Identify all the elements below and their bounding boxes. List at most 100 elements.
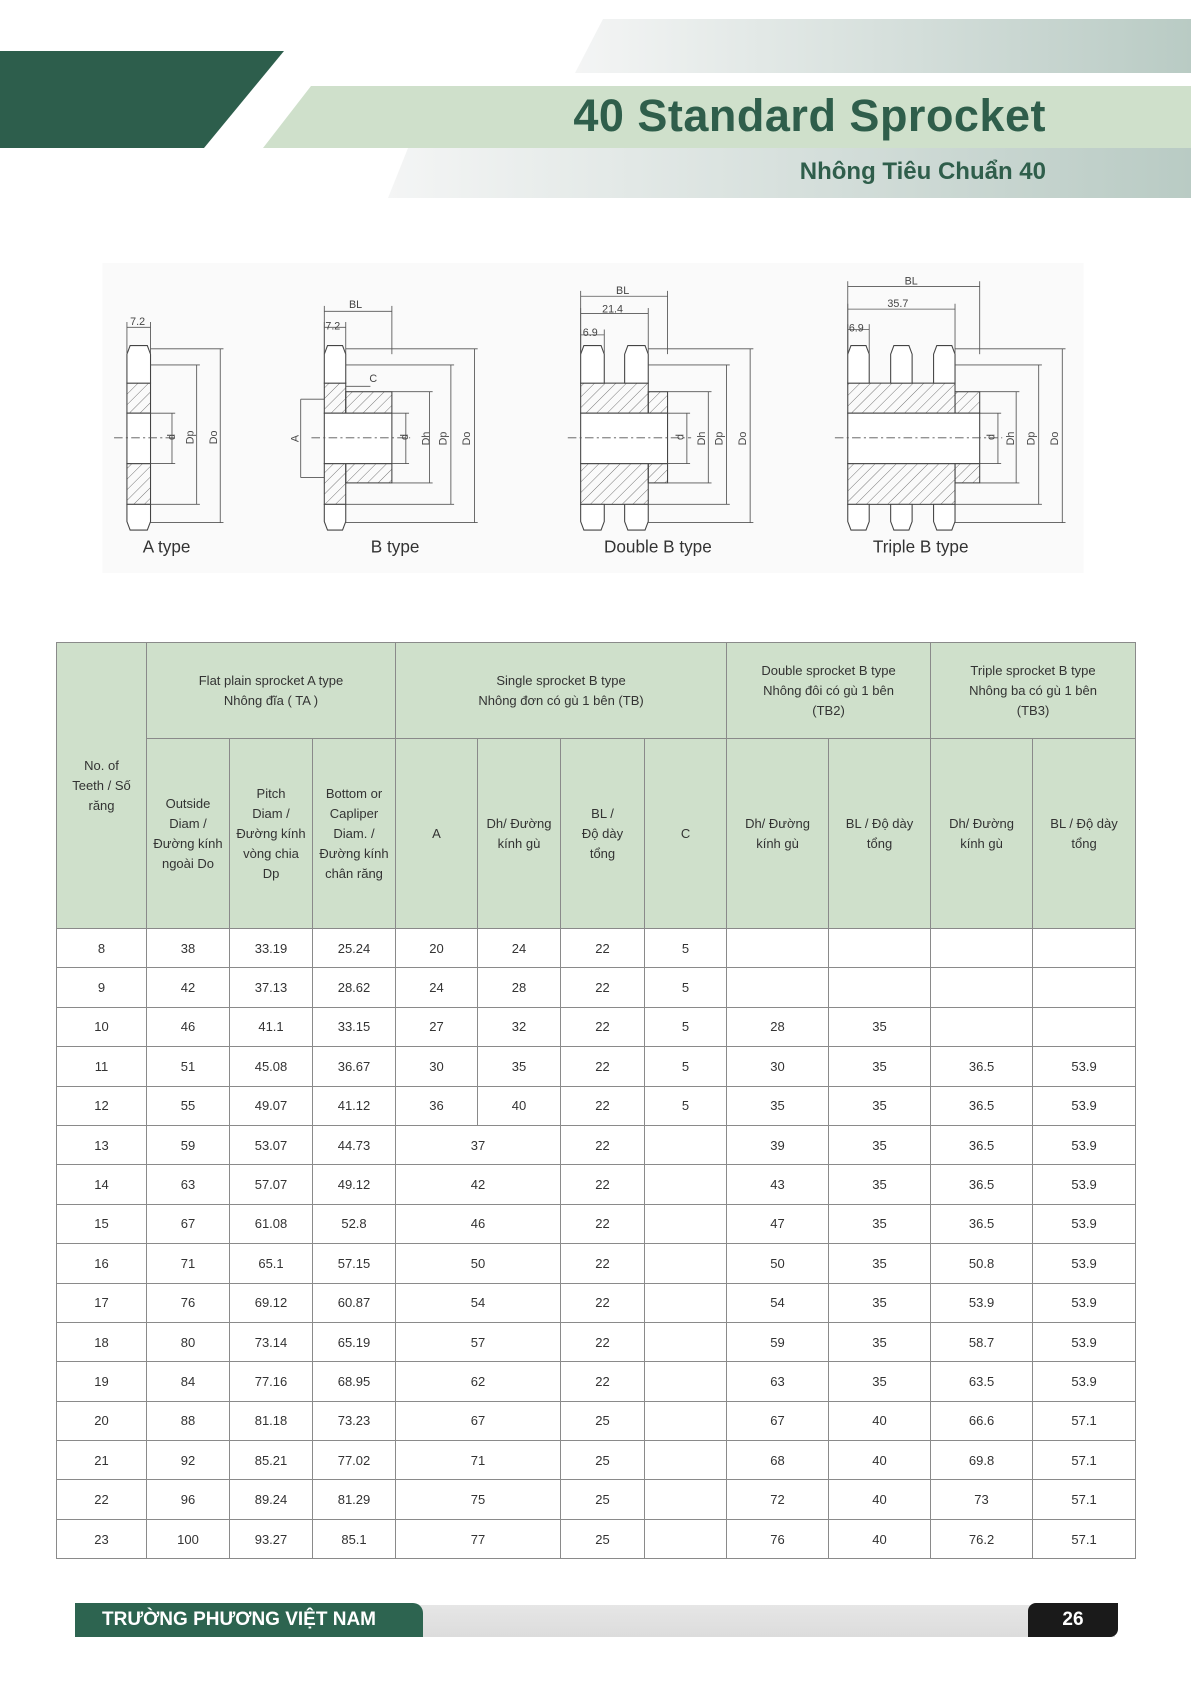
cell-dp: 81.18 bbox=[229, 1400, 313, 1442]
cell-dh3: 63.5 bbox=[930, 1361, 1034, 1402]
cell-a-dh: 54 bbox=[395, 1282, 561, 1323]
cell-bl3: 53.9 bbox=[1032, 1282, 1137, 1323]
cell-a: 30 bbox=[395, 1046, 478, 1087]
cell-bl: 25 bbox=[560, 1440, 645, 1481]
cell-c bbox=[643, 1361, 728, 1402]
cell-bl: 22 bbox=[560, 1164, 645, 1205]
cell-bl: 22 bbox=[560, 1046, 645, 1087]
cell-c bbox=[643, 1124, 728, 1166]
cell-bl: 22 bbox=[560, 927, 645, 969]
label-a-type: A type bbox=[143, 537, 191, 557]
cell-dh3: 36.5 bbox=[930, 1124, 1034, 1166]
dim-bl-b: BL bbox=[349, 299, 362, 311]
table-row: 21 92 85.21 77.02 71 25 68 40 69.8 57.1 bbox=[56, 1440, 1137, 1481]
hub-section bbox=[345, 463, 393, 484]
cell-a-dh: 62 bbox=[395, 1361, 561, 1402]
cell-bd: 44.73 bbox=[312, 1124, 396, 1166]
table-row: 17 76 69.12 60.87 54 22 54 35 53.9 53.9 bbox=[56, 1282, 1137, 1323]
header-teeth: No. of Teeth / Số răng bbox=[56, 642, 147, 929]
cell-od: 51 bbox=[146, 1046, 230, 1087]
cell-a-dh: 67 bbox=[395, 1400, 561, 1442]
sprocket-tooth bbox=[323, 503, 347, 531]
cell-dh2: 72 bbox=[726, 1479, 830, 1520]
header-banner bbox=[0, 19, 1191, 198]
table-row: 16 71 65.1 57.15 50 22 50 35 50.8 53.9 bbox=[56, 1243, 1137, 1284]
cell-dh3 bbox=[930, 927, 1034, 969]
cell-dp: 77.16 bbox=[229, 1361, 313, 1402]
dim-do-triple: Do bbox=[1049, 432, 1061, 446]
dim-dp-double: Dp bbox=[713, 432, 725, 446]
table-row: 10 46 41.1 33.15 27 32 22 5 28 35 bbox=[56, 1006, 1137, 1048]
cell-bl2: 40 bbox=[828, 1518, 932, 1560]
cell-dh2: 76 bbox=[726, 1518, 830, 1560]
cell-dh3: 50.8 bbox=[930, 1243, 1034, 1284]
cell-bd: 65.19 bbox=[312, 1321, 396, 1363]
table-row: 22 96 89.24 81.29 75 25 72 40 73 57.1 bbox=[56, 1479, 1137, 1520]
cell-dh3 bbox=[930, 967, 1034, 1008]
cell-bd: 85.1 bbox=[312, 1518, 396, 1560]
header-group-triple: Triple sprocket B type Nhông ba có gù 1 … bbox=[930, 642, 1137, 739]
label-b-type: B type bbox=[371, 537, 420, 557]
cell-bl2: 40 bbox=[828, 1440, 932, 1481]
cell-dp: 93.27 bbox=[229, 1518, 313, 1560]
cell-od: 96 bbox=[146, 1479, 230, 1520]
cell-dh2: 30 bbox=[726, 1046, 830, 1087]
cell-bl: 22 bbox=[560, 1203, 645, 1245]
cell-a-dh: 50 bbox=[395, 1243, 561, 1284]
header-a: A bbox=[395, 738, 478, 929]
cell-bd: 49.12 bbox=[312, 1164, 396, 1205]
cell-bl2 bbox=[828, 967, 932, 1008]
cell-a-dh: 77 bbox=[395, 1518, 561, 1560]
cell-bl2: 35 bbox=[828, 1085, 932, 1126]
cell-bl3 bbox=[1032, 967, 1137, 1008]
cell-bd: 81.29 bbox=[312, 1479, 396, 1520]
sprocket-tooth bbox=[890, 503, 913, 531]
cell-c: 5 bbox=[643, 927, 728, 969]
cell-dh2: 67 bbox=[726, 1400, 830, 1442]
cell-c: 5 bbox=[643, 1085, 728, 1126]
dim-d-double: d bbox=[675, 434, 687, 440]
header-dh-double: Dh/ Đường kính gù bbox=[726, 738, 830, 929]
cell-bl: 22 bbox=[560, 1006, 645, 1048]
cell-bl: 25 bbox=[560, 1400, 645, 1442]
dim-span-triple: 35.7 bbox=[887, 298, 908, 310]
cell-dh2: 47 bbox=[726, 1203, 830, 1245]
dim-d-b: d bbox=[399, 434, 411, 440]
cell-teeth: 9 bbox=[56, 967, 147, 1008]
cell-dp: 53.07 bbox=[229, 1124, 313, 1166]
cell-a-dh: 75 bbox=[395, 1479, 561, 1520]
cell-teeth: 21 bbox=[56, 1440, 147, 1481]
cell-bd: 36.67 bbox=[312, 1046, 396, 1087]
cell-bl3: 57.1 bbox=[1032, 1518, 1137, 1560]
sprocket-tooth bbox=[933, 503, 956, 531]
cell-od: 46 bbox=[146, 1006, 230, 1048]
cell-teeth: 16 bbox=[56, 1243, 147, 1284]
cell-bl: 22 bbox=[560, 1124, 645, 1166]
cell-dp: 57.07 bbox=[229, 1164, 313, 1205]
header-bl: BL / Độ dày tổng bbox=[560, 738, 645, 929]
cell-bd: 77.02 bbox=[312, 1440, 396, 1481]
table-row: 20 88 81.18 73.23 67 25 67 40 66.6 57.1 bbox=[56, 1400, 1137, 1442]
cell-dp: 89.24 bbox=[229, 1479, 313, 1520]
sprocket-tooth bbox=[580, 345, 605, 384]
page-number: 26 bbox=[1028, 1603, 1118, 1637]
hub-section bbox=[954, 463, 981, 484]
cell-dh3: 36.5 bbox=[930, 1046, 1034, 1087]
header-group-a-type: Flat plain sprocket A type Nhông đĩa ( T… bbox=[146, 642, 396, 739]
cell-dh2 bbox=[726, 967, 830, 1008]
cell-bl2: 35 bbox=[828, 1203, 932, 1245]
sprocket-tooth bbox=[126, 503, 152, 531]
cell-od: 71 bbox=[146, 1243, 230, 1284]
cell-teeth: 14 bbox=[56, 1164, 147, 1205]
cell-teeth: 22 bbox=[56, 1479, 147, 1520]
cell-dp: 33.19 bbox=[229, 927, 313, 969]
cell-dh3: 53.9 bbox=[930, 1282, 1034, 1323]
cell-od: 76 bbox=[146, 1282, 230, 1323]
dim-dp-a: Dp bbox=[184, 431, 196, 445]
cell-bd: 68.95 bbox=[312, 1361, 396, 1402]
cell-bl3: 57.1 bbox=[1032, 1479, 1137, 1520]
cell-teeth: 8 bbox=[56, 927, 147, 969]
cell-c: 5 bbox=[643, 1006, 728, 1048]
cell-dh: 35 bbox=[477, 1046, 561, 1087]
cell-od: 80 bbox=[146, 1321, 230, 1363]
